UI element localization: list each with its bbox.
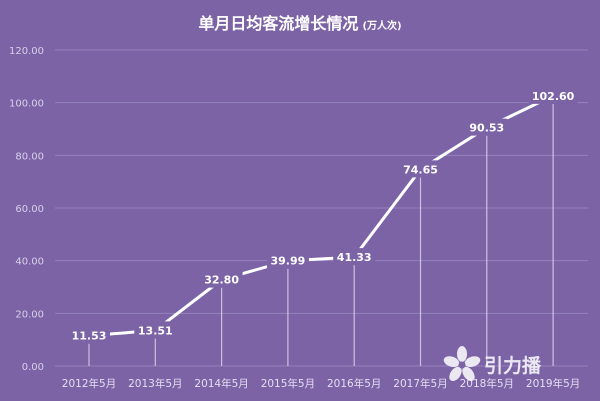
y-axis-ticks: 0.00 20.00 40.00 60.00 80.00 100.00 120.00 <box>9 46 44 373</box>
data-label-bg <box>200 270 243 288</box>
watermark: 引力播 <box>443 346 542 382</box>
x-tick-label: 2014年5月 <box>194 377 248 390</box>
chart-title-unit: (万人次) <box>362 19 401 32</box>
y-tick-label: 40.00 <box>15 257 44 268</box>
watermark-text: 引力播 <box>484 354 542 377</box>
x-tick-label: 2013年5月 <box>128 377 182 390</box>
data-labels: 11.53 13.51 32.80 39.99 41.33 74.65 90.53 102.6… <box>68 86 578 344</box>
data-label-bg <box>465 118 508 136</box>
data-label: 13.51 <box>138 324 173 337</box>
data-label-bg <box>68 326 110 344</box>
data-label-bg <box>528 86 578 104</box>
data-label: 74.65 <box>403 163 438 176</box>
y-tick-label: 20.00 <box>15 309 44 320</box>
x-tick-label: 2012年5月 <box>62 377 116 390</box>
data-label-bg <box>134 321 177 339</box>
x-axis-ticks: 2012年5月 2013年5月 2014年5月 2015年5月 2016年5月 2017年… <box>62 377 581 390</box>
x-tick-label: 2016年5月 <box>327 377 381 390</box>
data-label: 11.53 <box>72 330 107 343</box>
data-label: 41.33 <box>337 251 372 264</box>
y-tick-label: 80.00 <box>15 151 44 162</box>
y-tick-label: 0.00 <box>22 362 44 373</box>
data-label: 102.60 <box>532 90 575 103</box>
chart-title: 单月日均客流增长情况 (万人次) <box>198 14 401 33</box>
data-label-bg <box>333 248 376 266</box>
data-label: 32.80 <box>204 274 239 287</box>
y-tick-label: 120.00 <box>9 46 44 57</box>
chart-title-main: 单月日均客流增长情况 <box>198 14 358 33</box>
x-tick-label: 2015年5月 <box>261 377 315 390</box>
data-label-bg <box>399 160 442 178</box>
gridlines <box>55 49 588 367</box>
data-label-bg <box>266 251 309 269</box>
y-tick-label: 100.00 <box>9 99 44 110</box>
x-tick-label: 2017年5月 <box>393 377 447 390</box>
x-tick-label: 2019年5月 <box>526 377 580 390</box>
data-label: 39.99 <box>271 255 306 268</box>
data-label: 90.53 <box>469 122 504 135</box>
drop-lines <box>88 103 554 366</box>
flower-logo-icon <box>443 346 481 382</box>
y-tick-label: 60.00 <box>15 204 44 215</box>
